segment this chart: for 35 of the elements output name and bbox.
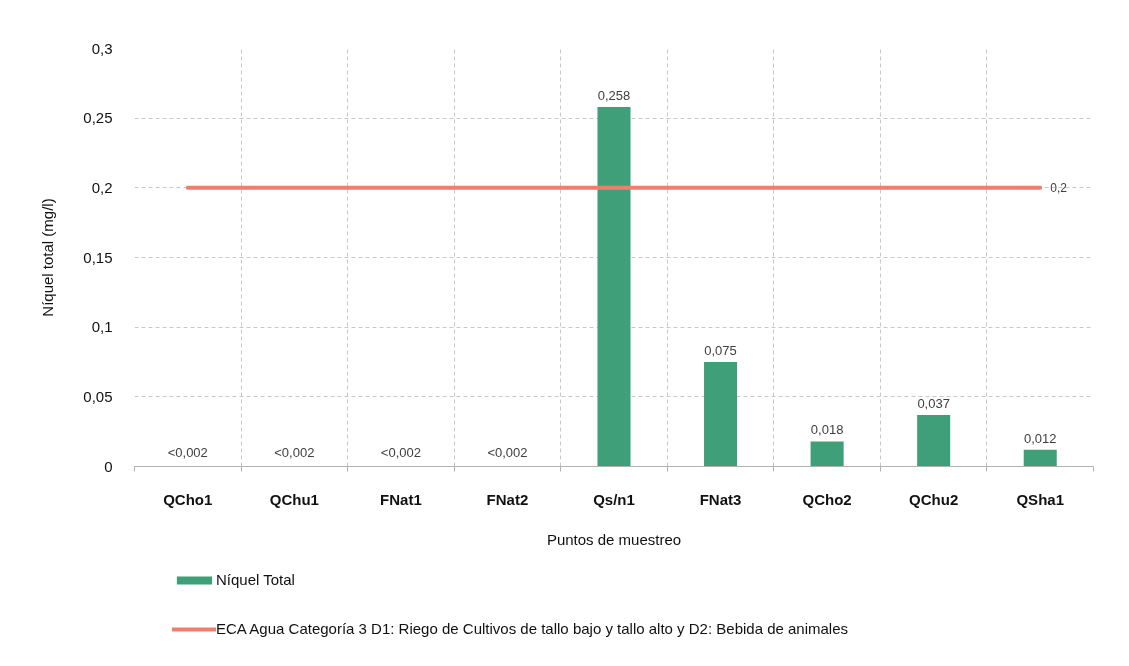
text: <0,002 — [274, 444, 315, 460]
x-tick-label: FNat1 — [380, 490, 422, 508]
x-tick-label: FNat2 — [486, 490, 529, 508]
y-tick-label: 0,2 — [91, 178, 113, 196]
bar — [917, 414, 951, 467]
data-label: 0,037 — [917, 395, 950, 411]
x-tick-label: FNat3 — [699, 490, 742, 508]
bar — [1023, 449, 1057, 467]
legend-label: ECA Agua Categoría 3 D1: Riego de Cultivos de tallo bajo y tallo alto y D2: Bebida de animales — [216, 620, 849, 637]
data-label: 0,258 — [597, 88, 631, 104]
x-tick-label: QCho1 — [163, 490, 213, 508]
y-tick-label: 0,15 — [83, 248, 113, 266]
x-axis-title: Puntos de muestreo — [546, 530, 682, 548]
bar — [704, 362, 738, 467]
legend-label: Níquel Total — [216, 571, 295, 588]
y-tick-label: 0 — [104, 457, 113, 475]
y-tick-label: 0,25 — [83, 109, 113, 127]
data-label: 0,012 — [1023, 430, 1057, 446]
text: <0,002 — [487, 444, 528, 460]
bar — [810, 441, 844, 467]
x-tick-label: Qs/n1 — [593, 490, 635, 508]
x-tick-label: QCho2 — [802, 490, 852, 508]
y-tick-label: 0,3 — [91, 39, 113, 57]
data-label: 0,2 — [1050, 181, 1068, 196]
x-tick-label: QChu2 — [909, 490, 959, 508]
y-tick-label: 0,05 — [83, 387, 113, 405]
bar — [597, 107, 631, 467]
y-axis-title: Níquel total (mg/l) — [39, 198, 57, 317]
data-label: 0,075 — [704, 343, 737, 358]
text: <0,002 — [167, 444, 208, 460]
data-label: 0,018 — [810, 422, 844, 438]
x-tick-label: QChu1 — [269, 490, 319, 508]
text: <0,002 — [380, 444, 421, 460]
x-tick-label: QSha1 — [1016, 490, 1064, 508]
y-tick-label: 0,1 — [91, 318, 113, 336]
